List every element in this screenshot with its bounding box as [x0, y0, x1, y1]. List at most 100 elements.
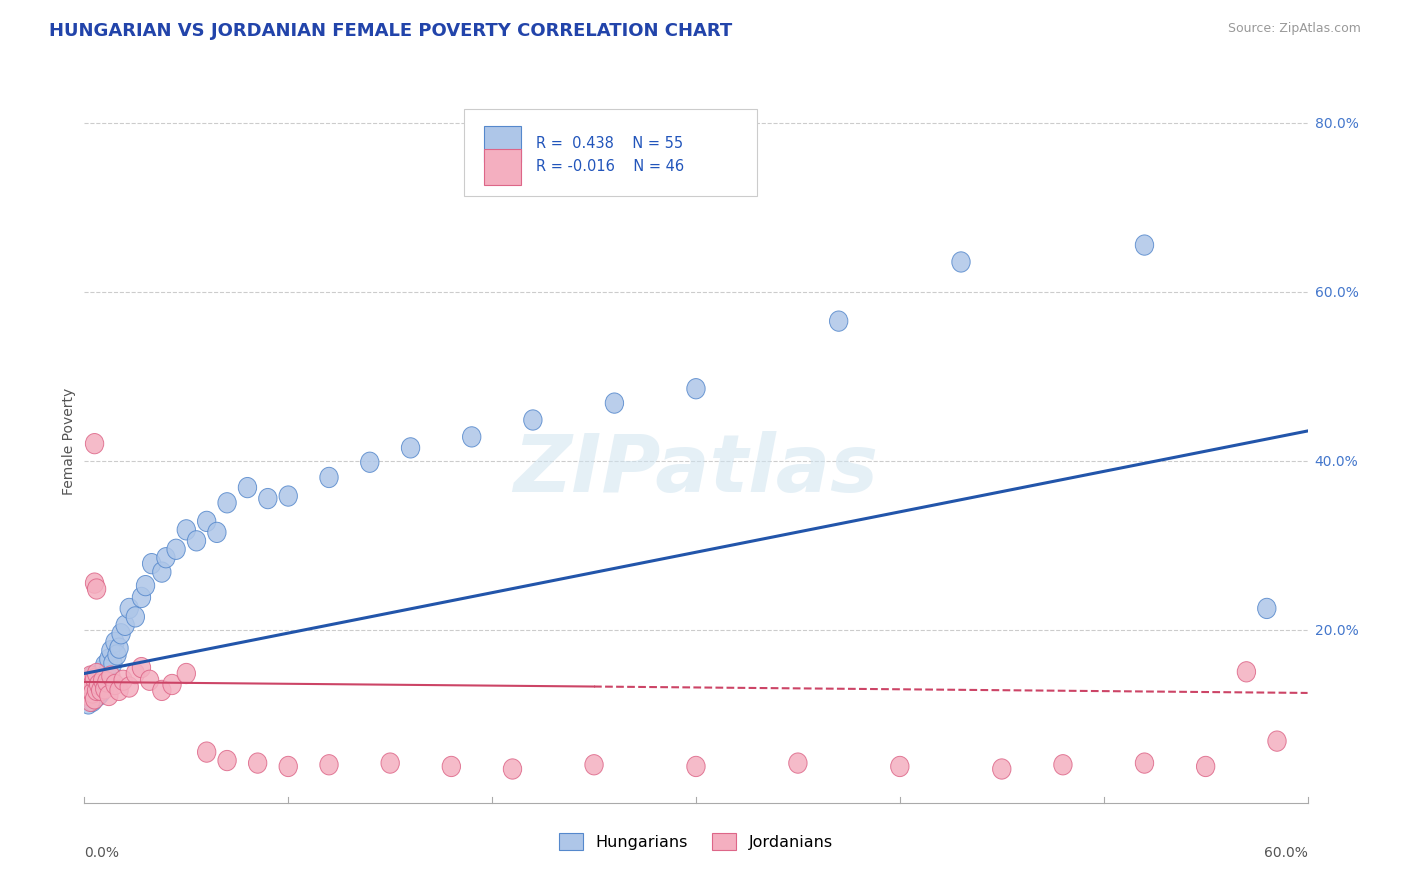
- Ellipse shape: [153, 562, 172, 582]
- Ellipse shape: [952, 252, 970, 272]
- Ellipse shape: [83, 691, 101, 712]
- Ellipse shape: [1257, 599, 1277, 618]
- Ellipse shape: [83, 666, 101, 686]
- Text: Source: ZipAtlas.com: Source: ZipAtlas.com: [1227, 22, 1361, 36]
- Ellipse shape: [87, 579, 105, 599]
- Ellipse shape: [136, 575, 155, 596]
- Ellipse shape: [218, 750, 236, 771]
- Ellipse shape: [87, 681, 105, 700]
- Ellipse shape: [79, 685, 97, 706]
- Ellipse shape: [605, 393, 624, 413]
- Ellipse shape: [100, 685, 118, 706]
- Ellipse shape: [278, 486, 298, 506]
- Ellipse shape: [87, 670, 105, 690]
- Ellipse shape: [441, 756, 461, 777]
- Ellipse shape: [249, 753, 267, 773]
- Ellipse shape: [993, 759, 1011, 779]
- Ellipse shape: [142, 554, 160, 574]
- FancyBboxPatch shape: [484, 126, 522, 162]
- Ellipse shape: [1197, 756, 1215, 777]
- Ellipse shape: [87, 664, 105, 683]
- Ellipse shape: [401, 438, 420, 458]
- Ellipse shape: [79, 694, 97, 714]
- Ellipse shape: [177, 520, 195, 540]
- Ellipse shape: [686, 756, 706, 777]
- Ellipse shape: [79, 679, 97, 698]
- Text: 60.0%: 60.0%: [1264, 847, 1308, 860]
- Ellipse shape: [208, 522, 226, 542]
- Ellipse shape: [156, 548, 176, 568]
- Ellipse shape: [82, 687, 100, 707]
- Ellipse shape: [585, 755, 603, 775]
- Ellipse shape: [1053, 755, 1073, 775]
- Ellipse shape: [96, 674, 114, 695]
- Ellipse shape: [127, 664, 145, 683]
- Ellipse shape: [79, 679, 97, 698]
- Ellipse shape: [91, 664, 110, 683]
- Ellipse shape: [141, 670, 159, 690]
- Ellipse shape: [112, 624, 131, 644]
- Ellipse shape: [503, 759, 522, 779]
- Ellipse shape: [87, 681, 105, 700]
- Ellipse shape: [91, 681, 110, 700]
- Ellipse shape: [238, 477, 257, 498]
- Ellipse shape: [86, 573, 104, 593]
- Ellipse shape: [90, 674, 108, 695]
- Ellipse shape: [187, 531, 205, 551]
- Ellipse shape: [1268, 731, 1286, 751]
- Ellipse shape: [132, 587, 150, 607]
- Ellipse shape: [319, 755, 339, 775]
- Ellipse shape: [97, 664, 115, 683]
- Ellipse shape: [104, 653, 122, 673]
- Ellipse shape: [890, 756, 910, 777]
- Ellipse shape: [90, 674, 108, 695]
- Ellipse shape: [100, 649, 118, 669]
- Ellipse shape: [91, 682, 110, 703]
- Ellipse shape: [789, 753, 807, 773]
- Ellipse shape: [105, 632, 124, 652]
- Ellipse shape: [94, 670, 112, 690]
- Text: 0.0%: 0.0%: [84, 847, 120, 860]
- Ellipse shape: [96, 655, 114, 675]
- Ellipse shape: [96, 679, 114, 698]
- Ellipse shape: [86, 677, 104, 698]
- Ellipse shape: [77, 672, 96, 692]
- Ellipse shape: [83, 674, 101, 695]
- Ellipse shape: [114, 670, 132, 690]
- Ellipse shape: [197, 511, 217, 532]
- FancyBboxPatch shape: [484, 149, 522, 185]
- Ellipse shape: [197, 742, 217, 763]
- Ellipse shape: [127, 607, 145, 627]
- Ellipse shape: [86, 668, 104, 689]
- Ellipse shape: [86, 689, 104, 709]
- Ellipse shape: [86, 434, 104, 454]
- Ellipse shape: [1135, 753, 1154, 773]
- Ellipse shape: [82, 672, 100, 692]
- Ellipse shape: [167, 539, 186, 559]
- Ellipse shape: [77, 682, 96, 703]
- Ellipse shape: [120, 599, 138, 618]
- Ellipse shape: [319, 467, 339, 488]
- Ellipse shape: [110, 681, 128, 700]
- Ellipse shape: [94, 681, 112, 700]
- Ellipse shape: [83, 682, 101, 703]
- Ellipse shape: [278, 756, 298, 777]
- Text: R =  0.438    N = 55: R = 0.438 N = 55: [536, 136, 683, 152]
- Ellipse shape: [163, 674, 181, 695]
- Y-axis label: Female Poverty: Female Poverty: [62, 388, 76, 495]
- Ellipse shape: [153, 681, 172, 700]
- Ellipse shape: [101, 666, 120, 686]
- Ellipse shape: [523, 409, 543, 430]
- Ellipse shape: [94, 660, 112, 681]
- Text: R = -0.016    N = 46: R = -0.016 N = 46: [536, 160, 683, 175]
- Ellipse shape: [101, 640, 120, 661]
- Ellipse shape: [1135, 235, 1154, 255]
- Ellipse shape: [686, 378, 706, 399]
- Ellipse shape: [82, 666, 100, 686]
- Ellipse shape: [110, 638, 128, 658]
- Ellipse shape: [90, 685, 108, 706]
- Ellipse shape: [360, 452, 380, 473]
- Ellipse shape: [830, 311, 848, 331]
- Ellipse shape: [82, 691, 100, 712]
- Text: HUNGARIAN VS JORDANIAN FEMALE POVERTY CORRELATION CHART: HUNGARIAN VS JORDANIAN FEMALE POVERTY CO…: [49, 22, 733, 40]
